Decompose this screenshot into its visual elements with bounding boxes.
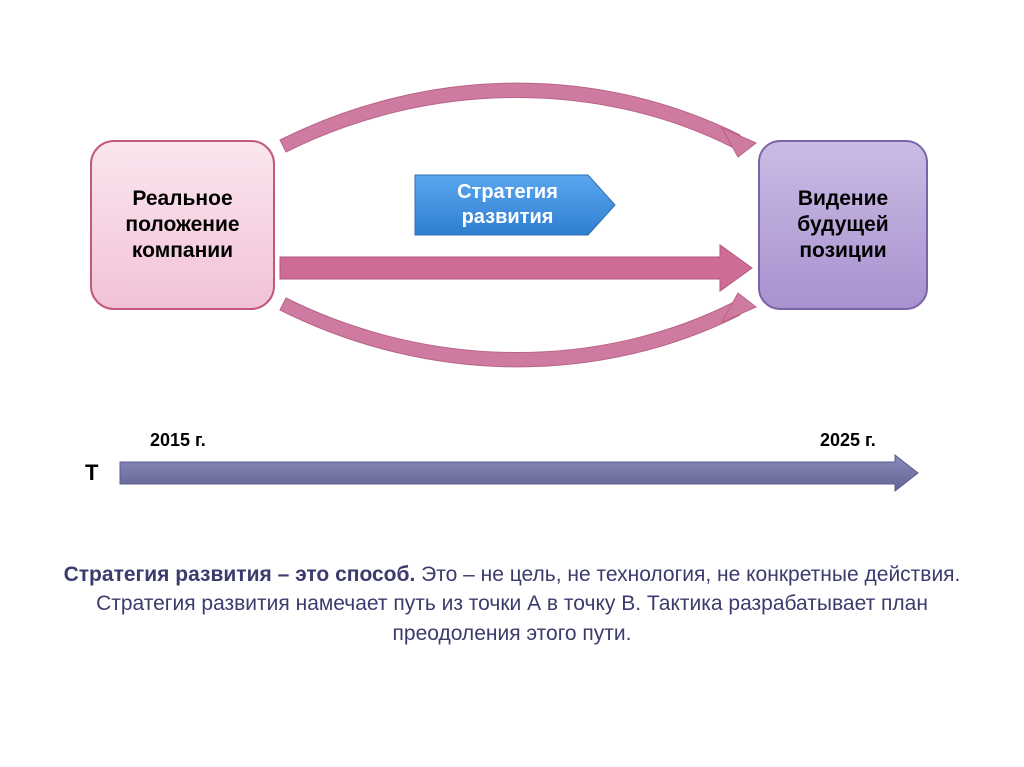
strategy-banner-label-wrap: Стратегия развития	[415, 175, 600, 235]
bottom-curve-arrow	[280, 293, 756, 367]
box-future-vision: Видение будущей позиции	[758, 140, 928, 310]
top-curve-arrow	[280, 83, 756, 157]
caption-bold: Стратегия развития – это способ.	[64, 563, 416, 586]
strategy-banner-label: Стратегия развития	[415, 180, 600, 230]
straight-arrow	[280, 245, 752, 291]
diagram-stage: Реальное положение компании Стратегия ра…	[0, 0, 1024, 767]
caption: Стратегия развития – это способ. Это – н…	[60, 560, 964, 648]
box-current-position: Реальное положение компании	[90, 140, 275, 310]
timeline-arrow	[120, 455, 918, 491]
timeline-label-right: 2025 г.	[820, 430, 876, 451]
box-current-position-label: Реальное положение компании	[92, 186, 273, 265]
svg-layer	[0, 0, 1024, 767]
timeline-t-label: T	[85, 460, 98, 486]
timeline-label-left: 2015 г.	[150, 430, 206, 451]
box-future-vision-label: Видение будущей позиции	[760, 186, 926, 265]
